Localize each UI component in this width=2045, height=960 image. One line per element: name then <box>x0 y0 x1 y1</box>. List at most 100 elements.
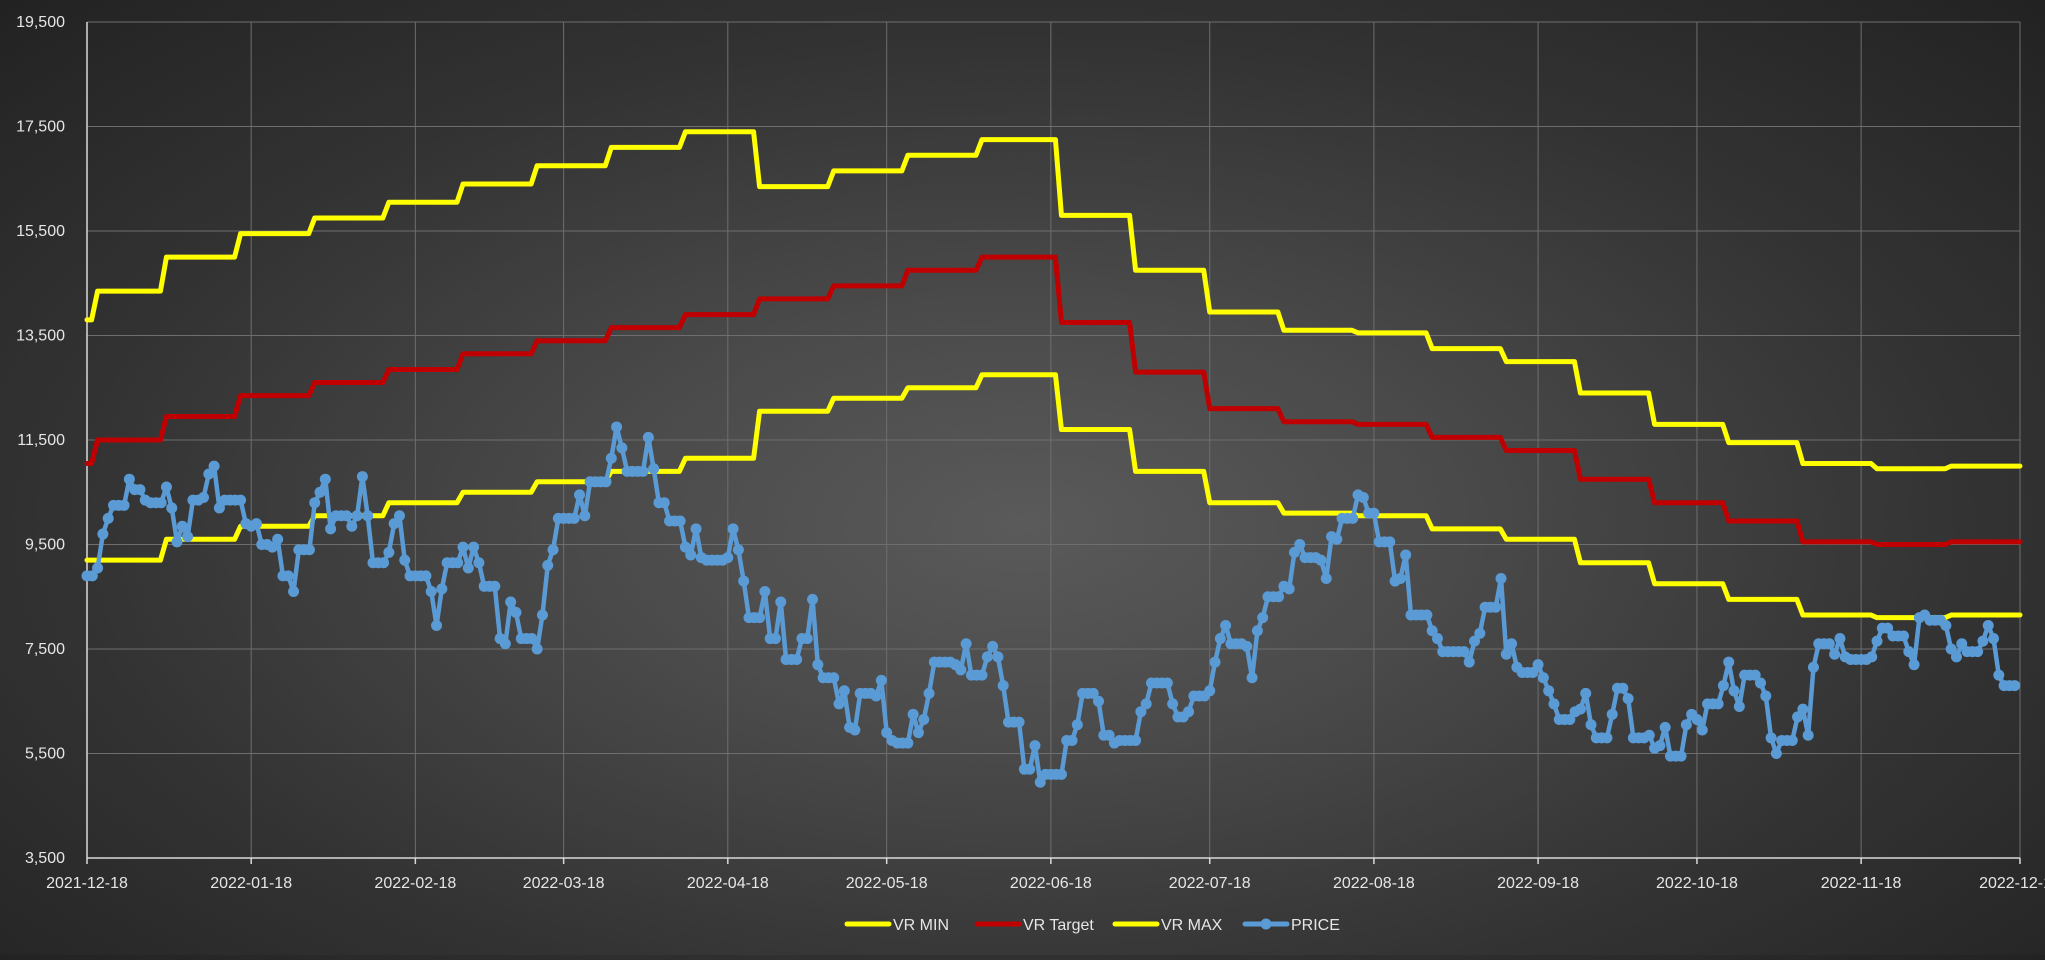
data-point <box>1490 601 1502 613</box>
data-point <box>526 633 538 645</box>
data-point <box>1283 583 1295 595</box>
data-point <box>309 497 321 509</box>
data-point <box>875 674 887 686</box>
y-tick-label: 19,500 <box>16 14 65 31</box>
series-layer <box>81 129 2023 788</box>
data-point <box>769 633 781 645</box>
data-point <box>960 638 972 650</box>
data-point <box>902 737 914 749</box>
data-point <box>727 523 739 535</box>
y-tick-label: 3,500 <box>25 850 65 867</box>
x-tick-label: 2022-03-18 <box>523 875 605 892</box>
data-point <box>1897 630 1909 642</box>
data-point <box>1829 648 1841 660</box>
data-point <box>319 473 331 485</box>
data-point <box>923 687 935 699</box>
legend-label: VR MIN <box>893 917 949 934</box>
data-point <box>690 523 702 535</box>
data-point <box>547 544 559 556</box>
data-point <box>674 515 686 527</box>
data-point <box>1585 719 1597 731</box>
data-point <box>1087 687 1099 699</box>
data-point <box>160 481 172 493</box>
data-point <box>340 510 352 522</box>
data-point <box>648 463 660 475</box>
data-point <box>505 596 517 608</box>
data-point <box>1792 711 1804 723</box>
data-point <box>1066 734 1078 746</box>
data-point <box>1712 698 1724 710</box>
data-point <box>759 586 771 598</box>
data-point <box>1331 533 1343 545</box>
x-tick-label: 2022-09-18 <box>1497 875 1579 892</box>
data-point <box>981 651 993 663</box>
data-point <box>722 552 734 564</box>
series-price <box>81 421 2021 788</box>
data-point <box>92 562 104 574</box>
data-point <box>1024 763 1036 775</box>
legend: VR MIN VR Target VR MAX PRICE <box>844 917 1340 934</box>
data-point <box>1506 638 1518 650</box>
legend-item-vr-max: VR MAX <box>1112 917 1223 934</box>
data-point <box>102 512 114 524</box>
data-point <box>1696 724 1708 736</box>
data-point <box>1474 627 1486 639</box>
data-point <box>1543 685 1555 697</box>
data-point <box>1807 661 1819 673</box>
data-point <box>1760 690 1772 702</box>
data-point <box>123 473 135 485</box>
data-point <box>1257 612 1269 624</box>
data-point <box>912 727 924 739</box>
y-tick-label: 15,500 <box>16 223 65 240</box>
data-point <box>250 518 262 530</box>
data-point <box>1977 635 1989 647</box>
x-tick-label: 2022-12-18 <box>1979 875 2045 892</box>
data-point <box>1765 732 1777 744</box>
data-point <box>134 484 146 496</box>
data-point <box>1103 729 1115 741</box>
y-tick-label: 13,500 <box>16 328 65 345</box>
data-point <box>1183 706 1195 718</box>
data-point <box>1294 539 1306 550</box>
data-point <box>828 672 840 684</box>
data-point <box>992 651 1004 663</box>
data-point <box>1956 638 1968 650</box>
data-point <box>1548 698 1560 710</box>
data-point <box>1315 554 1327 566</box>
data-point <box>849 724 861 736</box>
data-point <box>616 442 628 454</box>
legend-marker <box>1260 918 1272 930</box>
data-point <box>489 580 501 592</box>
data-point <box>1209 656 1221 668</box>
data-point <box>918 714 930 726</box>
data-point <box>1500 648 1512 660</box>
data-point <box>1400 549 1412 561</box>
data-point <box>791 653 803 665</box>
data-point <box>436 583 448 595</box>
data-point <box>1013 716 1025 728</box>
data-point <box>383 546 395 558</box>
data-point <box>1130 734 1142 746</box>
data-point <box>907 708 919 720</box>
data-point <box>1055 768 1067 780</box>
data-point <box>1755 677 1767 689</box>
legend-item-vr-min: VR MIN <box>844 917 949 934</box>
data-point <box>542 559 554 571</box>
y-tick-label: 11,500 <box>17 432 65 449</box>
data-point <box>425 586 437 598</box>
data-point <box>637 465 649 477</box>
data-point <box>1675 750 1687 762</box>
data-point <box>870 690 882 702</box>
data-point <box>266 541 278 553</box>
data-point <box>198 491 210 503</box>
data-point <box>272 533 284 545</box>
data-point <box>976 669 988 681</box>
data-point <box>997 680 1009 692</box>
data-point <box>1823 638 1835 650</box>
data-point <box>1394 572 1406 584</box>
data-point <box>838 685 850 697</box>
data-point <box>600 476 612 488</box>
data-point <box>1643 729 1655 741</box>
data-point <box>1733 700 1745 712</box>
